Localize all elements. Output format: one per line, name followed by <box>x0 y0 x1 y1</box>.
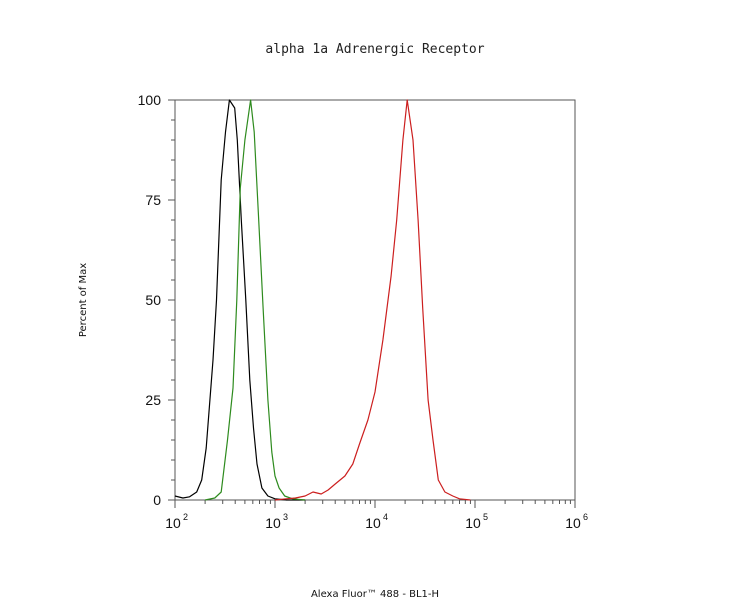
histogram-series-line <box>274 99 471 501</box>
x-axis-label: Alexa Fluor™ 488 - BL1-H <box>311 589 439 600</box>
x-tick-exponent: 2 <box>183 512 188 522</box>
x-axis: 10 2 10 3 10 4 10 5 10 6 <box>165 500 588 531</box>
y-axis-label: Percent of Max <box>78 263 89 337</box>
x-tick-label: 10 <box>265 515 281 531</box>
y-tick-label: 25 <box>145 392 161 408</box>
y-tick-label: 50 <box>145 292 161 308</box>
x-tick-label: 10 <box>565 515 581 531</box>
histogram-series-line <box>174 99 306 501</box>
x-tick-exponent: 5 <box>483 512 488 522</box>
histogram-series-line <box>204 99 306 501</box>
y-axis: 0 25 50 75 100 <box>138 92 175 508</box>
x-tick-label: 10 <box>165 515 181 531</box>
y-tick-label: 100 <box>138 92 162 108</box>
series-layer <box>174 99 471 501</box>
plot-frame <box>174 99 576 501</box>
x-tick-exponent: 3 <box>283 512 288 522</box>
x-tick-label: 10 <box>465 515 481 531</box>
x-tick-label: 10 <box>365 515 381 531</box>
x-tick-exponent: 4 <box>383 512 388 522</box>
y-tick-label: 0 <box>153 492 161 508</box>
chart-title: alpha 1a Adrenergic Receptor <box>265 42 484 57</box>
x-tick-exponent: 6 <box>583 512 588 522</box>
y-tick-label: 75 <box>145 192 161 208</box>
